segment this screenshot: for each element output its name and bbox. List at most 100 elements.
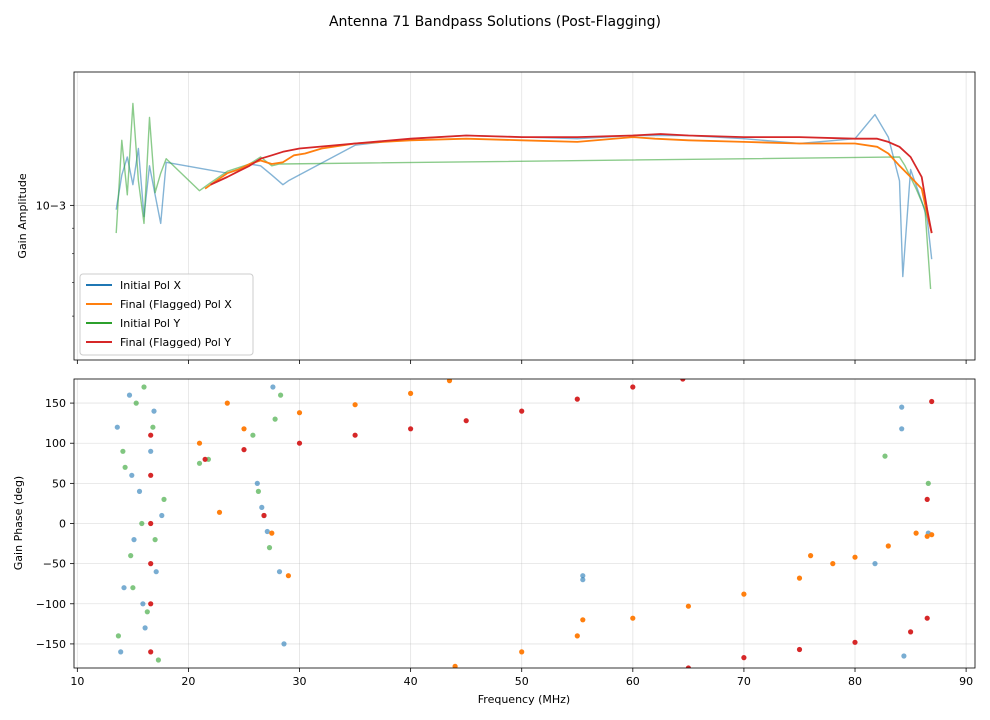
phase-point-initial-pol-x (899, 426, 905, 432)
phase-ylabel: Gain Phase (deg) (12, 476, 25, 570)
phase-point-initial-pol-x (264, 528, 270, 535)
phase-point-initial-pol-x (148, 448, 154, 454)
phase-point-final-flagged-pol-x (269, 530, 275, 536)
phase-point-final-flagged-pol-x (885, 543, 891, 549)
amplitude-axes-frame (73, 71, 976, 361)
phase-point-initial-pol-x (121, 585, 127, 591)
phase-point-initial-pol-y (122, 464, 128, 470)
phase-point-final-flagged-pol-x (285, 573, 291, 579)
phase-point-final-flagged-pol-x (519, 649, 525, 655)
phase-point-final-flagged-pol-x (196, 440, 203, 446)
phase-point-initial-pol-y (144, 609, 150, 615)
phase-point-initial-pol-x (131, 537, 137, 543)
phase-panel: 10 20 30 40 50 60 70 80 90 −150 −100 −50 0 50 100 150 F… (12, 378, 976, 706)
phase-point-final-flagged-pol-y (148, 472, 154, 478)
phase-xtick-label: 60 (626, 675, 640, 688)
phase-point-final-flagged-pol-x (808, 553, 814, 559)
phase-point-final-flagged-pol-y (202, 456, 208, 462)
amplitude-line-final-flagged-pol-x (204, 136, 933, 234)
phase-ytick-label: 50 (52, 477, 66, 490)
phase-point-initial-pol-y (130, 585, 136, 591)
phase-point-initial-pol-y (255, 488, 261, 494)
amplitude-line-initial-pol-x (115, 113, 933, 278)
amplitude-grid (74, 72, 975, 360)
phase-point-initial-pol-y (141, 384, 147, 390)
phase-point-final-flagged-pol-x (224, 400, 230, 406)
phase-point-initial-pol-x (136, 488, 143, 494)
phase-ytick-label: 100 (45, 437, 66, 450)
legend-label-final-pol-x: Final (Flagged) Pol X (120, 298, 232, 311)
phase-ytick-label: 0 (59, 518, 66, 531)
phase-point-initial-pol-y (155, 657, 161, 663)
phase-point-initial-pol-x (126, 392, 133, 398)
phase-xtick-label: 70 (737, 675, 751, 688)
phase-ytick-label: −100 (36, 598, 66, 611)
phase-point-initial-pol-x (114, 424, 120, 430)
phase-point-initial-pol-y (272, 416, 278, 422)
figure-title: Antenna 71 Bandpass Solutions (Post-Flag… (329, 14, 661, 30)
amplitude-panel: 10−3 Gain Amplitude Initial Pol X Final … (16, 71, 976, 364)
phase-point-final-flagged-pol-x (741, 591, 747, 597)
phase-point-initial-pol-x (580, 573, 586, 579)
phase-series (114, 379, 935, 668)
phase-point-final-flagged-pol-x (929, 532, 935, 538)
amplitude-line-initial-pol-y (115, 102, 932, 290)
phase-point-initial-pol-x (872, 561, 878, 567)
phase-point-final-flagged-pol-y (924, 496, 930, 502)
phase-point-final-flagged-pol-y (296, 440, 303, 446)
phase-point-initial-pol-y (115, 633, 121, 639)
phase-point-initial-pol-y (882, 453, 888, 459)
phase-point-final-flagged-pol-x (852, 554, 858, 560)
phase-point-final-flagged-pol-x (630, 615, 636, 621)
phase-point-final-flagged-pol-y (685, 665, 691, 668)
phase-xtick-label: 50 (515, 675, 529, 688)
phase-point-final-flagged-pol-x (796, 575, 803, 581)
phase-point-final-flagged-pol-x (580, 617, 586, 623)
phase-point-initial-pol-x (899, 404, 905, 410)
phase-xtick-label: 10 (70, 675, 84, 688)
phase-point-final-flagged-pol-y (908, 629, 914, 635)
phase-point-final-flagged-pol-y (408, 426, 414, 432)
phase-point-final-flagged-pol-x (913, 530, 919, 536)
legend-frame (79, 273, 254, 356)
phase-point-final-flagged-pol-y (630, 384, 636, 390)
phase-point-initial-pol-y (266, 545, 273, 551)
phase-point-final-flagged-pol-y (261, 512, 267, 519)
phase-point-final-flagged-pol-x (452, 663, 458, 668)
phase-point-final-flagged-pol-y (352, 432, 358, 438)
phase-point-initial-pol-y (278, 392, 284, 398)
phase-point-final-flagged-pol-x (216, 509, 223, 515)
phase-point-final-flagged-pol-y (680, 379, 686, 382)
phase-point-initial-pol-x (151, 408, 157, 414)
phase-point-final-flagged-pol-y (741, 655, 747, 661)
phase-point-initial-pol-x (254, 480, 260, 486)
phase-point-final-flagged-pol-y (148, 432, 154, 438)
phase-point-initial-pol-x (259, 504, 265, 510)
phase-point-initial-pol-y (161, 496, 167, 502)
phase-point-final-flagged-pol-y (148, 601, 154, 607)
phase-point-final-flagged-pol-x (685, 603, 692, 609)
amplitude-ylabel: Gain Amplitude (16, 173, 29, 258)
phase-point-initial-pol-x (276, 569, 283, 575)
legend-label-final-pol-y: Final (Flagged) Pol Y (120, 336, 231, 349)
phase-point-initial-pol-y (120, 448, 126, 454)
phase-point-initial-pol-y (128, 553, 134, 559)
phase-point-initial-pol-y (925, 480, 931, 486)
phase-point-final-flagged-pol-x (296, 410, 303, 416)
phase-point-initial-pol-x (140, 601, 146, 607)
phase-point-initial-pol-x (118, 649, 124, 655)
phase-point-final-flagged-pol-y (574, 396, 580, 402)
phase-point-initial-pol-x (281, 641, 287, 647)
phase-grid (74, 379, 975, 668)
phase-ytick-label: −50 (43, 558, 66, 571)
phase-point-initial-pol-y (196, 460, 203, 466)
amplitude-ticks: 10−3 (36, 199, 967, 364)
phase-point-final-flagged-pol-y (796, 646, 803, 653)
phase-ytick-label: −150 (36, 638, 66, 651)
phase-xtick-label: 80 (848, 675, 862, 688)
phase-xtick-label: 90 (959, 675, 973, 688)
phase-point-final-flagged-pol-y (148, 561, 154, 567)
phase-point-initial-pol-x (580, 577, 586, 583)
legend-label-initial-pol-y: Initial Pol Y (120, 317, 180, 330)
